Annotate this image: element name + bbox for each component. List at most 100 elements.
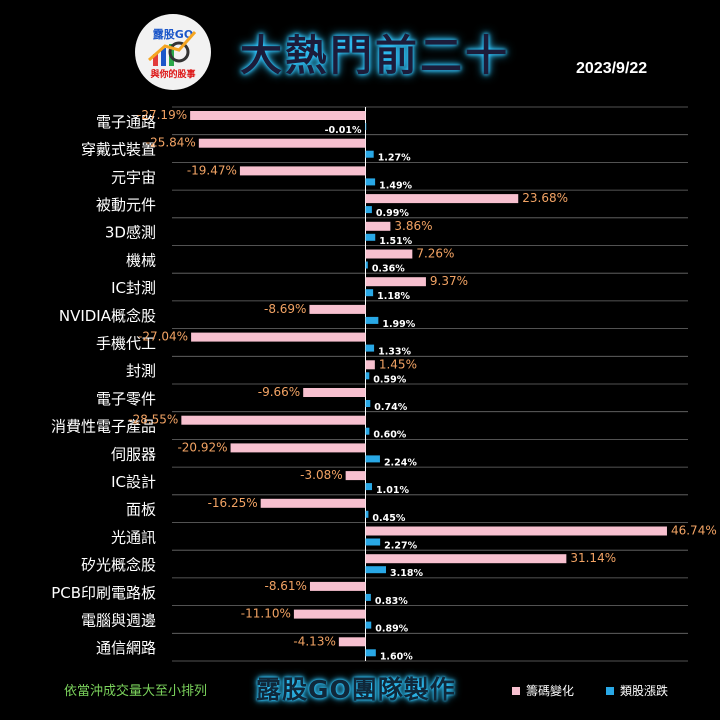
legend-swatch-pink	[512, 686, 520, 695]
date-label: 2023/9/22	[576, 60, 648, 77]
category-label: 面板	[126, 501, 156, 519]
chip-bar	[293, 609, 366, 619]
chip-bar	[181, 415, 366, 425]
category-label: 機械	[126, 251, 156, 269]
category-label: 封測	[126, 362, 156, 380]
category-label: 被動元件	[96, 196, 156, 214]
chip-bar	[365, 221, 391, 231]
chip-bar	[338, 637, 366, 647]
change-bar	[365, 593, 371, 601]
page-title: 大熱門前二十	[240, 31, 511, 80]
change-value-label: 3.18%	[390, 568, 423, 579]
category-label: 伺服器	[111, 445, 156, 463]
chip-bar	[365, 194, 519, 204]
chip-bar	[260, 498, 366, 508]
chip-bar	[239, 166, 366, 176]
change-value-label: 0.36%	[372, 264, 405, 275]
change-bar	[365, 206, 372, 214]
change-bar	[365, 566, 387, 574]
logo-tagline: 與你的股事	[150, 70, 196, 80]
change-value-label: 2.24%	[384, 457, 417, 468]
chip-bar	[345, 471, 366, 481]
legend-swatch-blue	[606, 686, 614, 695]
chip-value-label: 9.37%	[430, 274, 468, 288]
chip-value-label: -19.47%	[187, 163, 237, 177]
change-bar	[365, 538, 381, 546]
category-label: 通信網路	[96, 639, 156, 657]
legend-item-chips: 籌碼變化	[512, 682, 574, 699]
chip-bar	[191, 332, 366, 342]
legend-label-chips: 籌碼變化	[526, 684, 575, 698]
change-bar	[365, 344, 375, 352]
change-value-label: 0.59%	[373, 374, 406, 385]
chip-value-label: 7.26%	[416, 247, 454, 261]
change-value-label: 1.49%	[379, 180, 412, 191]
change-value-label: 0.60%	[373, 430, 406, 441]
change-bar	[365, 316, 379, 324]
chip-bar	[365, 526, 667, 536]
chip-bar	[230, 443, 366, 453]
chip-value-label: -8.61%	[265, 579, 307, 593]
chip-value-label: -28.55%	[128, 413, 178, 427]
chip-value-label: -11.10%	[241, 607, 291, 621]
change-bar	[365, 178, 376, 186]
change-bar	[365, 400, 371, 407]
credit-text: 露股GO團隊製作	[256, 675, 456, 704]
chip-bar	[365, 249, 413, 259]
change-value-label: -0.01%	[325, 125, 362, 136]
category-label: 電腦與週邊	[81, 611, 156, 629]
chip-value-label: 46.74%	[671, 524, 717, 538]
category-label: NVIDIA概念股	[59, 307, 156, 325]
chip-bar	[365, 360, 375, 370]
chip-value-label: -9.66%	[258, 385, 300, 399]
category-label: 3D感測	[105, 224, 156, 242]
category-label: IC封測	[111, 279, 156, 297]
category-label: 光通訊	[111, 528, 156, 546]
chip-bar	[190, 111, 366, 120]
change-bar	[365, 372, 370, 380]
chip-bar	[365, 554, 567, 564]
change-bar	[365, 123, 367, 130]
change-value-label: 1.27%	[378, 153, 411, 164]
category-label: PCB印刷電路板	[51, 584, 156, 602]
change-value-label: 0.45%	[372, 513, 405, 524]
sort-note: 依當沖成交量大至小排列	[64, 684, 208, 699]
change-value-label: 0.89%	[375, 624, 408, 635]
change-bar	[365, 261, 368, 269]
category-label: 電子零件	[96, 390, 156, 408]
change-value-label: 1.60%	[380, 651, 413, 662]
category-label: 手機代工	[96, 334, 156, 352]
change-bar	[365, 150, 374, 158]
chip-value-label: -25.84%	[146, 136, 196, 150]
chip-value-label: -27.04%	[138, 330, 188, 344]
chip-value-label: 31.14%	[570, 551, 616, 565]
chip-bar	[309, 581, 366, 591]
chip-bar	[365, 277, 426, 287]
change-bar	[365, 233, 376, 241]
logo-chart-icon	[148, 31, 197, 66]
chip-value-label: -20.92%	[177, 440, 227, 454]
category-label: 元宇宙	[111, 168, 156, 186]
change-value-label: 1.01%	[376, 485, 409, 496]
chip-bar	[198, 138, 366, 148]
chip-value-label: 3.86%	[394, 219, 432, 233]
change-bar	[365, 483, 373, 491]
chip-value-label: -16.25%	[208, 496, 258, 510]
change-bar	[365, 621, 372, 629]
change-value-label: 1.33%	[378, 347, 411, 358]
change-bar	[365, 510, 369, 518]
change-value-label: 0.83%	[375, 596, 408, 607]
chip-bar	[303, 388, 366, 397]
change-bar	[365, 649, 376, 657]
category-label: 矽光概念股	[81, 556, 156, 574]
logo: 露股GO 與你的股事	[135, 14, 211, 90]
change-bar	[365, 455, 380, 463]
chip-value-label: -3.08%	[300, 468, 342, 482]
change-value-label: 1.99%	[382, 319, 415, 330]
chip-value-label: -27.19%	[137, 108, 187, 122]
category-label: 消費性電子產品	[51, 418, 156, 436]
change-value-label: 1.18%	[377, 291, 410, 302]
category-label: 穿戴式裝置	[81, 141, 156, 159]
chip-bar	[309, 304, 366, 314]
